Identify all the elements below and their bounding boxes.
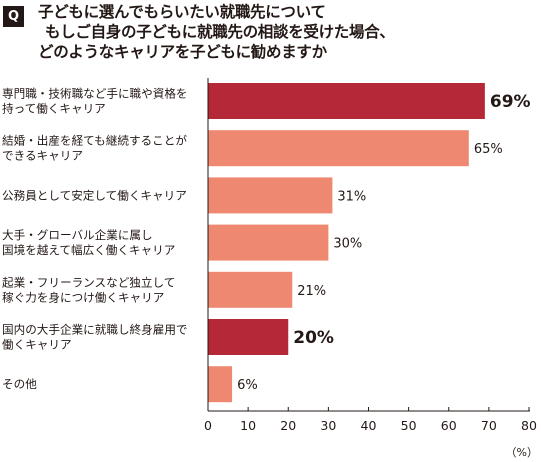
x-tick-label-7: 70	[481, 418, 497, 433]
x-axis-unit: （%）	[506, 446, 538, 459]
value-label-0: 69%	[490, 92, 531, 112]
x-tick-label-3: 30	[320, 418, 336, 433]
bar-1	[208, 130, 469, 167]
category-label-6-0: その他	[2, 377, 37, 391]
category-label-5-1: 働くキャリア	[2, 338, 72, 352]
value-label-3: 30%	[333, 237, 362, 252]
x-tick-label-0: 0	[204, 418, 212, 433]
bar-5	[208, 319, 289, 355]
category-label-2-0: 公務員として安定して働くキャリア	[2, 188, 187, 202]
category-label-3-0: 大手・グローバル企業に属し	[2, 228, 153, 242]
value-label-1: 65%	[474, 142, 503, 157]
x-tick-label-5: 50	[401, 418, 417, 433]
category-label-4-1: 稼ぐ力を身につけ働くキャリア	[2, 290, 164, 304]
bar-3	[208, 224, 329, 261]
value-label-2: 31%	[337, 189, 366, 204]
chart-title: 子どもに選んでもらいたい就職先について もしご自身の子どもに就職先の相談を受けた…	[38, 2, 538, 62]
value-label-4: 21%	[297, 284, 326, 299]
x-tick-label-2: 20	[280, 418, 296, 433]
category-label-5-0: 国内の大手企業に就職し終身雇用で	[2, 323, 188, 337]
bar-2	[208, 177, 333, 214]
bar-4	[208, 271, 293, 308]
category-label-0-1: 持って働くキャリア	[2, 102, 106, 116]
category-label-1-1: できるキャリア	[2, 149, 83, 163]
x-tick-label-6: 60	[441, 418, 457, 433]
bar-6	[208, 366, 233, 403]
bar-0	[208, 83, 485, 119]
title-line-2: もしご自身の子どもに就職先の相談を受けた場合、	[45, 23, 395, 41]
category-label-3-1: 国境を越えて幅広く働くキャリア	[2, 243, 175, 257]
value-label-5: 20%	[293, 328, 334, 348]
category-label-4-0: 起業・フリーランスなど独立して	[2, 275, 175, 289]
value-label-6: 6%	[237, 378, 258, 393]
x-tick-label-1: 10	[240, 418, 256, 433]
title-line-3: どのようなキャリアを子どもに勧めますか	[38, 43, 327, 61]
x-tick-label-4: 40	[361, 418, 377, 433]
x-tick-label-8: 80	[521, 418, 537, 433]
question-badge: Q	[3, 6, 24, 27]
title-line-1: 子どもに選んでもらいたい就職先について	[38, 3, 326, 21]
category-label-0-0: 専門職・技術職など手に職や資格を	[2, 87, 188, 101]
category-label-1-0: 結婚・出産を経ても継続することが	[2, 134, 187, 148]
